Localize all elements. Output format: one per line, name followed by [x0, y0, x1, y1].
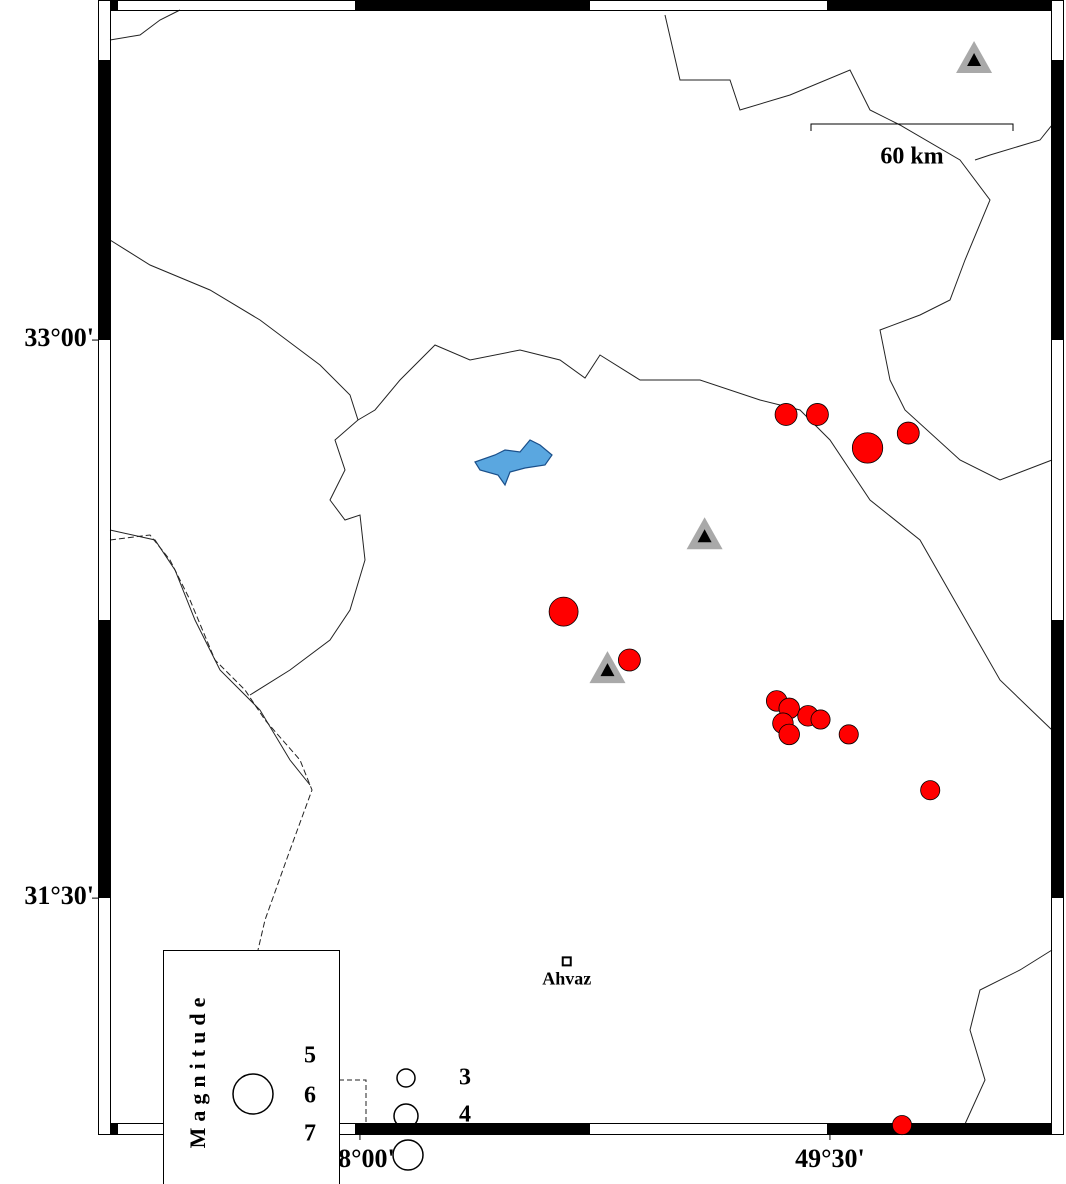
- legend: Magnitude 5 6 7 3 4: [163, 950, 471, 1184]
- earthquake: [810, 709, 831, 730]
- lake: [474, 439, 553, 487]
- station: [956, 41, 993, 74]
- borders: [109, 9, 1053, 1125]
- earthquake: [806, 403, 829, 426]
- earthquake: [778, 723, 800, 746]
- station-inner: [967, 53, 982, 67]
- legend-label: 5: [304, 1043, 316, 1069]
- city-marker: [561, 956, 572, 967]
- lat-tick-label: 31°30': [24, 881, 94, 910]
- legend-label: 4: [459, 1102, 471, 1128]
- earthquake: [774, 403, 798, 426]
- station: [686, 517, 723, 550]
- earthquake: [892, 1115, 913, 1136]
- earthquake: [838, 724, 859, 745]
- legend-label: 3: [459, 1065, 471, 1091]
- lat-tick-label: 33°00': [24, 323, 94, 352]
- station-inner: [600, 663, 615, 677]
- city-label: Ahvaz: [542, 968, 591, 988]
- station: [589, 651, 626, 684]
- legend-title: Magnitude: [185, 992, 210, 1149]
- frame: [98, 0, 1064, 1135]
- legend-label: 6: [304, 1083, 316, 1109]
- scale-bar: 60 km: [810, 123, 1014, 170]
- earthquake: [920, 780, 941, 801]
- earthquake: [851, 432, 884, 464]
- lon-tick-label: 49°30': [795, 1144, 865, 1173]
- earthquake: [548, 596, 579, 627]
- earthquake: [896, 421, 920, 445]
- earthquake: [618, 648, 641, 672]
- legend-label: 7: [304, 1121, 316, 1147]
- scale-label: 60 km: [880, 144, 943, 170]
- station-inner: [697, 529, 712, 543]
